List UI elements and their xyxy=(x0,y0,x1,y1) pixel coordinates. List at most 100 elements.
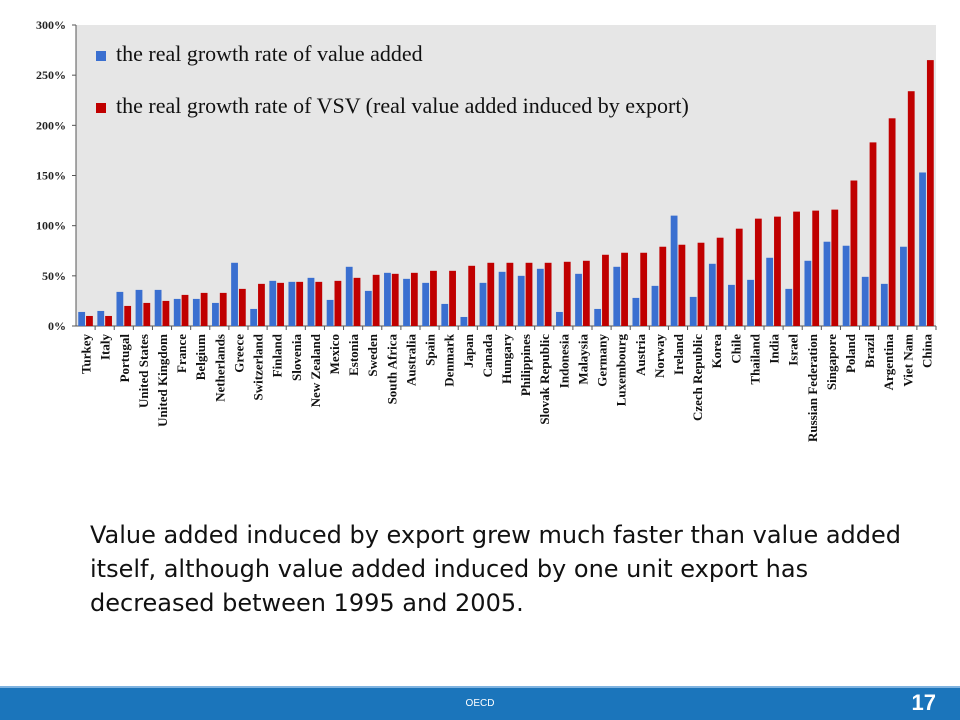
bar-series-1 xyxy=(288,281,296,326)
bar-series-2 xyxy=(181,294,189,326)
slide-caption: Value added induced by export grew much … xyxy=(90,521,902,617)
bar-series-2 xyxy=(200,292,208,326)
bar-chart: 0% 50% 100% 150% 200% 250% 300% Turkey Italy Port… xyxy=(36,18,937,442)
x-category-label: Slovak Republic xyxy=(537,334,552,425)
bar-series-2 xyxy=(582,260,590,326)
legend-label: the real growth rate of VSV (real value … xyxy=(116,93,689,118)
bar-series-2 xyxy=(621,252,628,326)
x-category-label: Netherlands xyxy=(212,334,227,402)
x-category-label: Indonesia xyxy=(556,334,571,389)
bar-series-1 xyxy=(154,289,162,326)
bar-series-2 xyxy=(544,262,552,326)
bar-series-1 xyxy=(345,266,353,326)
footer-bar xyxy=(0,688,960,720)
bar-series-1 xyxy=(632,297,640,326)
bar-series-1 xyxy=(384,272,391,326)
bar-series-2 xyxy=(258,283,265,326)
bar-series-1 xyxy=(97,310,105,326)
bar-series-1 xyxy=(403,278,410,326)
bar-series-2 xyxy=(124,305,132,326)
bar-series-1 xyxy=(364,290,372,326)
bar-series-1 xyxy=(212,302,219,326)
bar-series-1 xyxy=(460,316,468,326)
bar-series-2 xyxy=(869,142,877,326)
x-category-label: Poland xyxy=(843,333,858,373)
bar-series-1 xyxy=(766,257,774,326)
x-category-label: Turkey xyxy=(79,334,94,374)
bar-series-2 xyxy=(525,262,533,326)
bar-series-1 xyxy=(231,262,238,326)
bar-series-2 xyxy=(831,209,839,326)
x-category-label: Norway xyxy=(652,334,667,379)
footer-strip xyxy=(0,686,960,688)
x-category-label: Canada xyxy=(480,334,495,378)
bar-series-1 xyxy=(823,241,831,326)
x-category-label: Spain xyxy=(423,333,438,366)
bar-series-1 xyxy=(900,246,907,326)
bar-series-2 xyxy=(774,216,781,326)
bar-series-2 xyxy=(353,277,361,326)
x-category-label: Denmark xyxy=(442,333,457,386)
x-category-label: Estonia xyxy=(346,334,361,376)
bar-series-1 xyxy=(479,282,487,326)
bar-series-1 xyxy=(708,263,716,326)
bar-series-1 xyxy=(498,271,506,326)
y-tick-label: 250% xyxy=(36,68,66,82)
x-category-label: Mexico xyxy=(327,334,342,374)
x-category-label: United Kingdom xyxy=(155,334,170,427)
bar-series-2 xyxy=(640,252,648,326)
bar-series-1 xyxy=(785,288,793,326)
bar-series-1 xyxy=(651,285,659,326)
bar-series-2 xyxy=(678,244,686,326)
bar-series-2 xyxy=(296,281,304,326)
x-category-label: Belgium xyxy=(193,334,208,380)
bar-series-2 xyxy=(563,261,571,326)
bar-series-2 xyxy=(735,228,743,326)
chart-svg: 0% 50% 100% 150% 200% 250% 300% Turkey Italy Port… xyxy=(36,18,937,442)
bar-series-2 xyxy=(506,262,514,326)
bar-series-1 xyxy=(250,308,258,326)
bar-series-1 xyxy=(670,215,678,326)
bar-series-1 xyxy=(116,291,124,326)
bar-series-1 xyxy=(747,279,754,326)
bar-series-2 xyxy=(219,292,227,326)
x-category-label: South Africa xyxy=(384,334,399,405)
bar-series-2 xyxy=(372,274,380,326)
x-category-label: Israel xyxy=(786,334,801,366)
x-category-label: Korea xyxy=(709,334,724,369)
x-category-label: New Zealand xyxy=(308,333,323,407)
y-tick-label: 200% xyxy=(36,118,66,132)
y-tick-label: 50% xyxy=(42,269,66,283)
x-category-label: Argentina xyxy=(881,334,896,391)
bar-series-2 xyxy=(410,272,418,326)
bar-series-2 xyxy=(468,265,476,326)
legend-label: the real growth rate of value added xyxy=(116,41,423,66)
bar-series-2 xyxy=(812,210,820,326)
bar-series-2 xyxy=(793,211,800,326)
bar-series-2 xyxy=(850,180,858,326)
bar-series-1 xyxy=(689,296,697,326)
x-category-label: Finland xyxy=(270,333,285,377)
bar-series-2 xyxy=(315,281,323,326)
bar-series-2 xyxy=(86,315,93,326)
x-category-label: Chile xyxy=(728,334,743,364)
x-category-label: Luxembourg xyxy=(614,334,629,407)
bar-series-1 xyxy=(517,275,525,326)
x-category-label: Italy xyxy=(98,334,113,361)
legend-swatch xyxy=(96,51,106,61)
bar-series-1 xyxy=(842,245,850,326)
x-category-label: France xyxy=(174,334,189,373)
x-category-label: Portugal xyxy=(117,334,132,383)
x-category-label: Singapore xyxy=(824,334,839,390)
bar-series-1 xyxy=(441,303,449,326)
bar-series-2 xyxy=(754,218,762,326)
x-category-label: Slovenia xyxy=(289,334,304,381)
x-category-label: Australia xyxy=(403,334,418,387)
x-category-label: Japan xyxy=(461,333,476,368)
bar-series-2 xyxy=(105,315,112,326)
bar-series-2 xyxy=(449,270,456,326)
y-tick-label: 300% xyxy=(36,18,66,32)
x-category-label: Sweden xyxy=(365,333,380,376)
y-tick-label: 150% xyxy=(36,169,66,183)
bar-series-1 xyxy=(556,311,563,326)
